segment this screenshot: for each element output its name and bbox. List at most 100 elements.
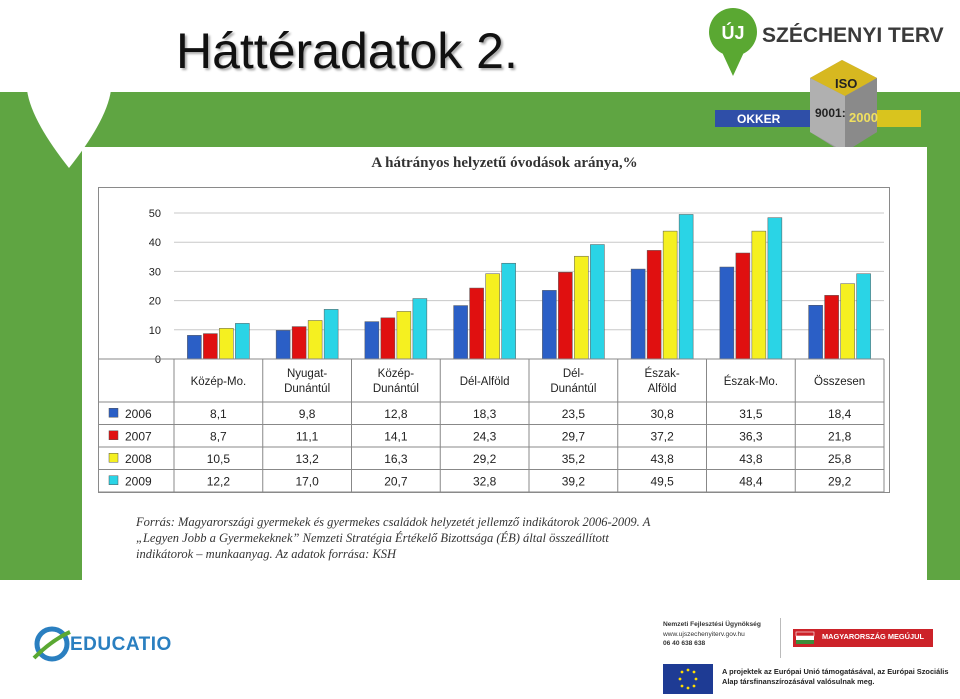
bar [856,273,871,360]
bar-chart: 0 10 20 30 40 50 Közép-Mo. Nyugat- Dunántúl Közép… [99,208,885,492]
agency-phone: 06 40 638 638 [663,640,706,647]
bar [396,311,412,360]
bar [678,214,694,360]
x-category-label: Dunántúl [550,383,596,395]
logo-iso-c: 2000 [849,110,878,125]
y-tick-label: 40 [149,237,161,249]
bar [542,290,557,360]
data-label: 14,1 [384,429,408,443]
bar [307,320,323,360]
data-label: 43,8 [650,452,674,466]
educatio-logo [32,622,202,670]
data-label: 20,7 [384,474,408,488]
data-label: 12,2 [207,474,231,488]
x-category-label: Összesen [814,376,865,388]
legend-swatch [108,408,119,418]
chart-panel: A hátrányos helyzetű óvodások aránya,% 0… [82,147,927,582]
agency-info: Nemzeti Fejlesztési Ügynökség www.ujszec… [663,620,783,649]
educatio-text: EDUCATIO [70,634,172,655]
x-category-label: Alföld [648,383,677,395]
bar [824,295,839,360]
data-label: 8,7 [210,429,227,443]
bar [291,326,307,360]
x-category-label: Dél-Alföld [460,376,510,388]
y-tick-label: 20 [149,296,161,308]
bar [501,262,516,360]
logo-brand-text: SZÉCHENYI TERV [762,24,944,47]
bar [662,230,678,360]
x-category-label: Közép- [378,368,415,380]
data-label: 48,4 [739,474,763,488]
x-category-label: Észak-Mo. [724,375,778,388]
bar [235,323,250,360]
data-label: 8,1 [210,407,227,421]
logo-okker-text: OKKER [737,112,781,126]
data-label: 21,8 [828,429,852,443]
bar [203,333,218,360]
logo-uj-text: ÚJ [721,22,744,43]
data-label: 23,5 [562,407,586,421]
data-label: 13,2 [295,452,319,466]
data-label: 30,8 [650,407,674,421]
hungary-flag-banner [793,629,933,647]
x-category-label: Nyugat- [287,368,327,380]
szechenyi-terv-logo: ÚJ SZÉCHENYI TERV OKKER ISO 9001: 2000 [707,2,947,152]
legend-swatch [108,453,119,463]
data-label: 29,2 [473,452,497,466]
agency-url: www.ujszechenyiterv.gov.hu [663,630,745,638]
bar [590,244,605,360]
legend-label: 2006 [125,407,152,421]
legend-label: 2009 [125,474,152,488]
data-label: 25,8 [828,452,852,466]
x-category-label: Dunántúl [373,383,419,395]
bar [808,305,823,360]
bar [323,309,339,360]
bar [187,335,202,360]
bar [558,272,573,360]
y-tick-label: 50 [149,208,161,220]
logo-iso-b: 9001: [815,106,846,120]
legend-swatch [108,430,119,440]
logo-iso-a: ISO [835,76,857,91]
data-label: 39,2 [562,474,586,488]
data-label: 32,8 [473,474,497,488]
bar [630,268,646,360]
chart-box: 0 10 20 30 40 50 Közép-Mo. Nyugat- Dunántúl Közép… [98,187,890,493]
data-label: 35,2 [562,452,586,466]
data-label: 18,3 [473,407,497,421]
bar [412,298,428,360]
green-pin-icon [27,20,111,168]
bar [574,255,589,360]
bar [767,217,783,360]
bar [275,330,291,360]
eu-funding-text: A projektek az Európai Unió támogatásáva… [722,667,949,686]
y-tick-label: 0 [155,354,161,366]
legend-label: 2007 [125,429,152,443]
data-label: 37,2 [650,429,674,443]
y-tick-label: 10 [149,325,161,337]
agency-name: Nemzeti Fejlesztési Ügynökség [663,621,761,628]
x-category-label: Dél- [563,368,584,380]
source-line-2: „Legyen Jobb a Gyermekeknek” Nemzeti Str… [136,531,609,545]
legend-label: 2008 [125,452,152,466]
bar [364,321,380,360]
source-note: Forrás: Magyarországi gyermekek és gyerm… [136,514,896,562]
source-line-3: indikátorok – munkaanyag. Az adatok forr… [136,547,397,561]
x-category-label: Dunántúl [284,383,330,395]
bar [751,230,767,360]
source-line-1: Forrás: Magyarországi gyermekek és gyerm… [136,515,651,529]
data-label: 31,5 [739,407,763,421]
bar [646,250,662,360]
data-label: 36,3 [739,429,763,443]
data-label: 18,4 [828,407,852,421]
data-label: 16,3 [384,452,408,466]
x-category-label: Észak- [645,367,680,380]
bar [380,317,396,360]
bar [719,266,735,360]
data-label: 10,5 [207,452,231,466]
slide-title: Háttéradatok 2. [176,23,518,79]
bar [453,305,468,360]
data-label: 49,5 [650,474,674,488]
hungary-slogan: MAGYARORSZÁG MEGÚJUL [822,632,924,641]
x-category-label: Közép-Mo. [191,376,247,388]
